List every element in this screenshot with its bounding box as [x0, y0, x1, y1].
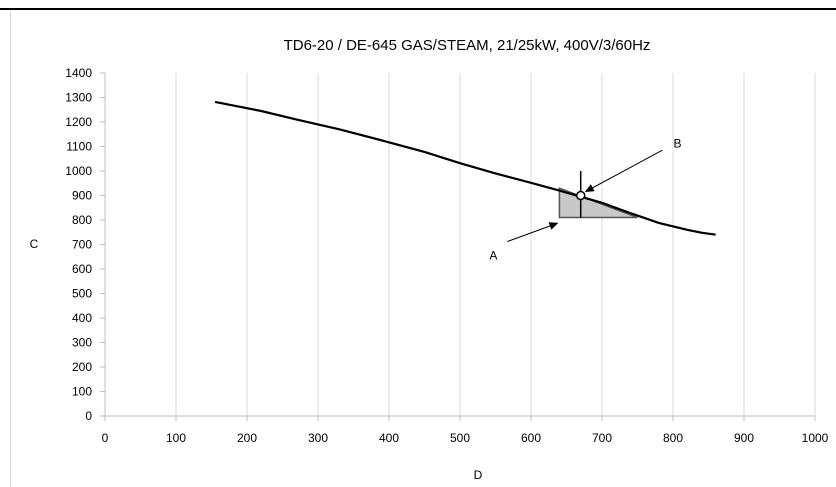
y-tick-label: 900 — [72, 189, 92, 203]
x-tick-label: 900 — [734, 431, 754, 445]
chart-title: TD6-20 / DE-645 GAS/STEAM, 21/25kW, 400V… — [284, 37, 651, 54]
y-tick-label: 800 — [72, 213, 92, 227]
y-tick-label: 600 — [72, 262, 92, 276]
y-tick-label: 1400 — [65, 66, 92, 80]
x-tick-label: 800 — [663, 431, 683, 445]
y-tick-label: 500 — [72, 287, 92, 301]
axes — [100, 72, 816, 421]
annotation-a-label: A — [489, 249, 497, 263]
y-tick-label: 400 — [72, 311, 92, 325]
left-border — [10, 10, 11, 487]
x-tick-label: 1000 — [802, 431, 829, 445]
x-tick-labels: 0 100 200 300 400 500 600 700 800 900 1000 — [102, 431, 829, 445]
x-tick-label: 0 — [102, 431, 109, 445]
x-axis-label: D — [474, 468, 483, 482]
marker-layer: B — [575, 137, 681, 201]
y-tick-label: 1200 — [65, 115, 92, 129]
x-tick-label: 600 — [521, 431, 541, 445]
annotation-b-label: B — [673, 137, 681, 151]
top-border — [0, 8, 836, 10]
y-tick-label: 1300 — [65, 91, 92, 105]
x-tick-label: 400 — [379, 431, 399, 445]
y-tick-label: 300 — [72, 336, 92, 350]
x-tick-label: 500 — [450, 431, 470, 445]
y-tick-label: 1000 — [65, 164, 92, 178]
grid-lines — [175, 73, 816, 416]
y-tick-label: 700 — [72, 238, 92, 252]
x-tick-label: 700 — [592, 431, 612, 445]
y-tick-label: 0 — [85, 409, 92, 423]
annotation-b-arrow — [584, 149, 663, 192]
annotations: A — [489, 171, 638, 263]
x-tick-label: 300 — [308, 431, 328, 445]
series-layer — [214, 100, 716, 236]
series-line — [214, 100, 716, 236]
y-tick-label: 100 — [72, 385, 92, 399]
annotation-b-circle — [575, 190, 586, 201]
y-tick-label: 1100 — [66, 140, 92, 154]
x-tick-label: 200 — [237, 431, 257, 445]
x-tick-label: 100 — [166, 431, 186, 445]
y-tick-label: 200 — [72, 360, 92, 374]
y-tick-labels: 0 100 200 300 400 500 600 700 800 900 1000 1100 1200… — [65, 66, 92, 423]
annotation-a-arrow — [507, 222, 559, 242]
y-axis-label: C — [30, 237, 39, 251]
